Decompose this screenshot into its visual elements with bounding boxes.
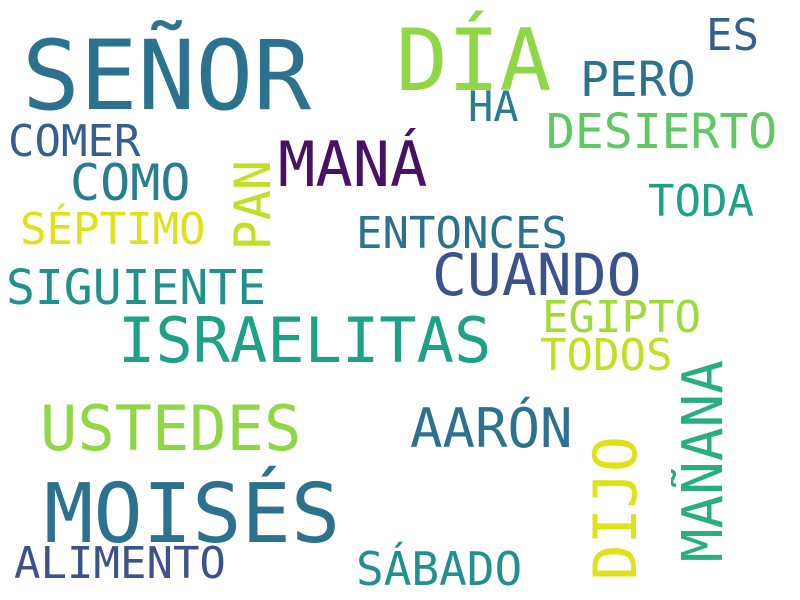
word-israelitas: ISRAELITAS bbox=[118, 304, 492, 377]
word-aaron: AARÓN bbox=[410, 397, 573, 460]
word-alimento: ALIMENTO bbox=[14, 538, 226, 589]
word-pan: PAN bbox=[224, 160, 282, 251]
word-como: COMO bbox=[70, 154, 191, 212]
word-comer: COMER bbox=[8, 116, 141, 167]
word-pero: PERO bbox=[580, 52, 696, 108]
word-dia: DÍA bbox=[396, 11, 552, 111]
word-cuando: CUANDO bbox=[432, 241, 642, 309]
word-ha: HA bbox=[468, 82, 519, 131]
word-sabado: SÁBADO bbox=[356, 542, 523, 596]
word-septimo: SÉPTIMO bbox=[20, 204, 206, 255]
word-todos: TODOS bbox=[540, 330, 673, 381]
word-es: ES bbox=[706, 10, 759, 61]
word-manana: MAÑANA bbox=[671, 360, 736, 563]
word-toda: TODA bbox=[648, 176, 754, 227]
word-mana: MANÁ bbox=[278, 128, 428, 201]
word-moises: MOISÉS bbox=[44, 467, 341, 562]
word-egipto: EGIPTO bbox=[542, 292, 701, 343]
word-ustedes: USTEDES bbox=[40, 392, 302, 465]
word-senor: SEÑOR bbox=[22, 20, 311, 132]
word-entonces: ENTONCES bbox=[356, 208, 568, 259]
word-desierto: DESIERTO bbox=[546, 104, 778, 160]
word-dijo: DIJO bbox=[581, 436, 651, 581]
word-siguiente: SIGUIENTE bbox=[6, 260, 267, 316]
